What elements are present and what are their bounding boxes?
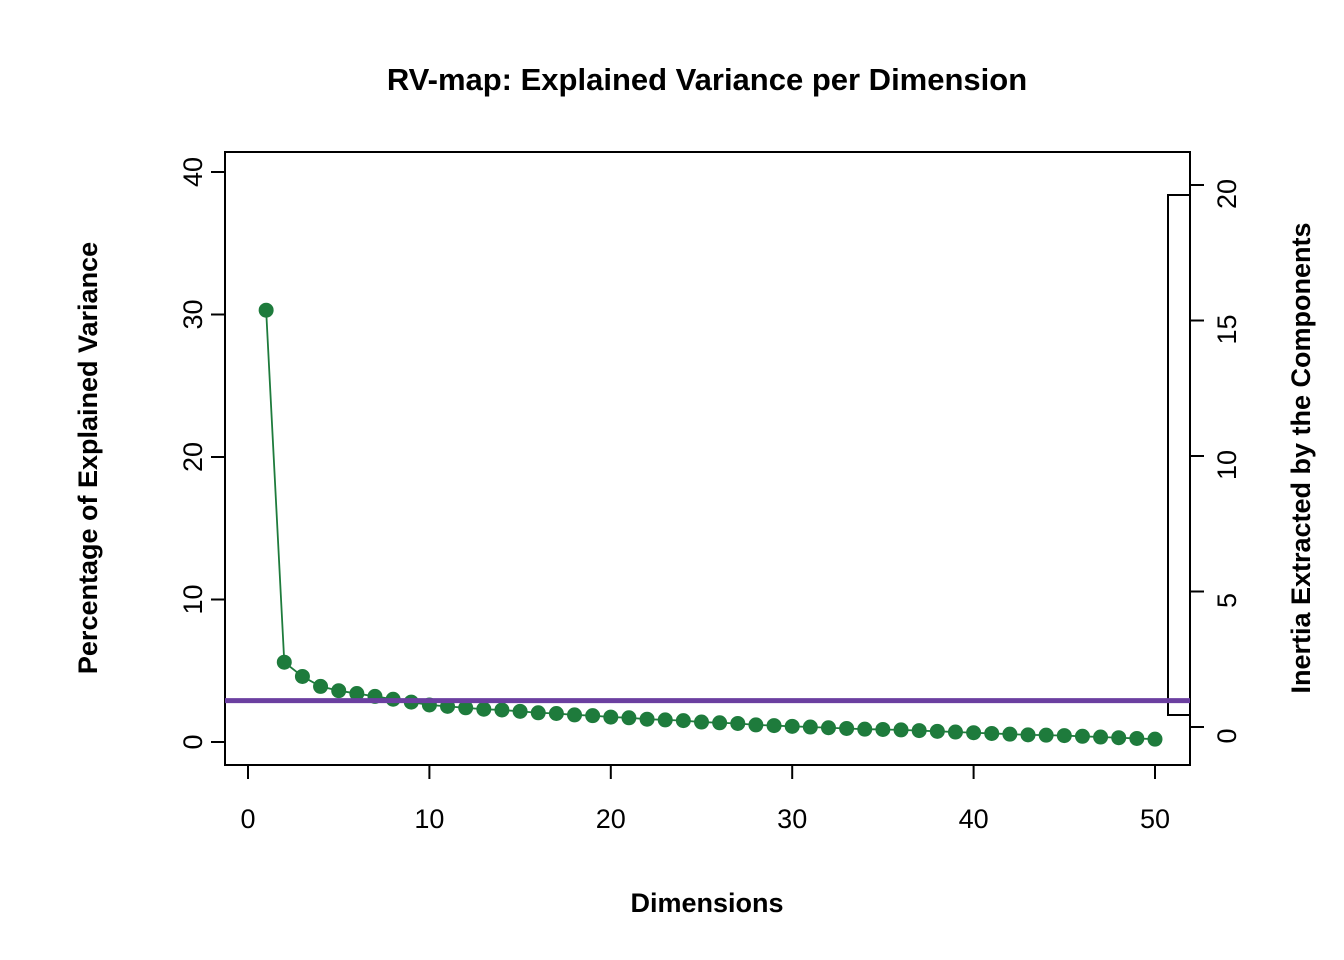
series-point [820,720,836,736]
y-axis-left-label: Percentage of Explained Variance [73,242,103,674]
series-point [331,683,347,699]
series-point [494,702,510,718]
series-point [712,715,728,731]
series-point [567,707,583,723]
x-tick-label: 10 [414,804,444,834]
y-right-tick-label: 15 [1212,314,1242,344]
y-left-tick-label: 20 [178,442,208,472]
series-point [548,706,564,721]
series-point [1129,730,1145,746]
series-point [1111,730,1127,746]
y-axis-right: 0 5 10 15 20 [1190,179,1242,744]
series-point [1038,727,1054,743]
y-right-tick-label: 5 [1212,593,1242,608]
series-point [1002,726,1018,742]
y-left-tick-label: 0 [178,734,208,749]
series-point [1147,731,1163,747]
series-point [675,713,691,729]
series-point [585,708,601,724]
plot-area-border [224,151,1191,766]
series-point [984,725,1000,741]
series-point [657,712,673,728]
series-point [748,717,764,733]
series-point [694,714,709,730]
y-axis-left: 0 10 20 30 40 [178,157,225,750]
y-right-tick-label: 20 [1212,179,1242,209]
series-point [639,711,655,727]
series-point [929,723,945,739]
series-point [530,705,546,721]
x-axis-label: Dimensions [630,888,783,918]
x-tick-label: 30 [777,804,807,834]
series-point [966,725,982,741]
y-right-tick-label: 0 [1212,728,1242,743]
series-point [802,719,818,735]
x-tick-label: 40 [959,804,989,834]
series-point [313,678,329,694]
x-tick-label: 20 [596,804,626,834]
y-left-tick-label: 40 [178,157,208,187]
series-point [839,720,855,736]
y-axis-right-label: Inertia Extracted by the Components [1286,222,1316,693]
series-point [947,724,963,740]
series-point [730,715,746,731]
y-right-tick-label: 10 [1212,450,1242,480]
series-point [784,718,800,734]
series-point [603,709,619,725]
series-point [258,302,274,318]
series-point [893,722,909,738]
x-tick-label: 0 [240,804,255,834]
series-point [911,723,927,739]
series-point [1056,728,1072,744]
series-point [476,701,492,717]
series-point [294,668,310,684]
series-point [1074,728,1090,744]
series-point [766,718,782,734]
y-left-tick-label: 30 [178,299,208,329]
x-tick-label: 50 [1140,804,1170,834]
series-point [512,703,528,719]
series-group [225,302,1190,747]
series-point [621,710,637,726]
series-point [1020,727,1036,743]
series-point [875,721,891,737]
x-axis: 0 10 20 30 40 50 [240,765,1170,834]
y-left-tick-label: 10 [178,584,208,614]
series-point [857,721,873,737]
series-point [276,654,292,670]
series-point [1093,729,1109,745]
chart-title: RV-map: Explained Variance per Dimension [387,62,1027,97]
